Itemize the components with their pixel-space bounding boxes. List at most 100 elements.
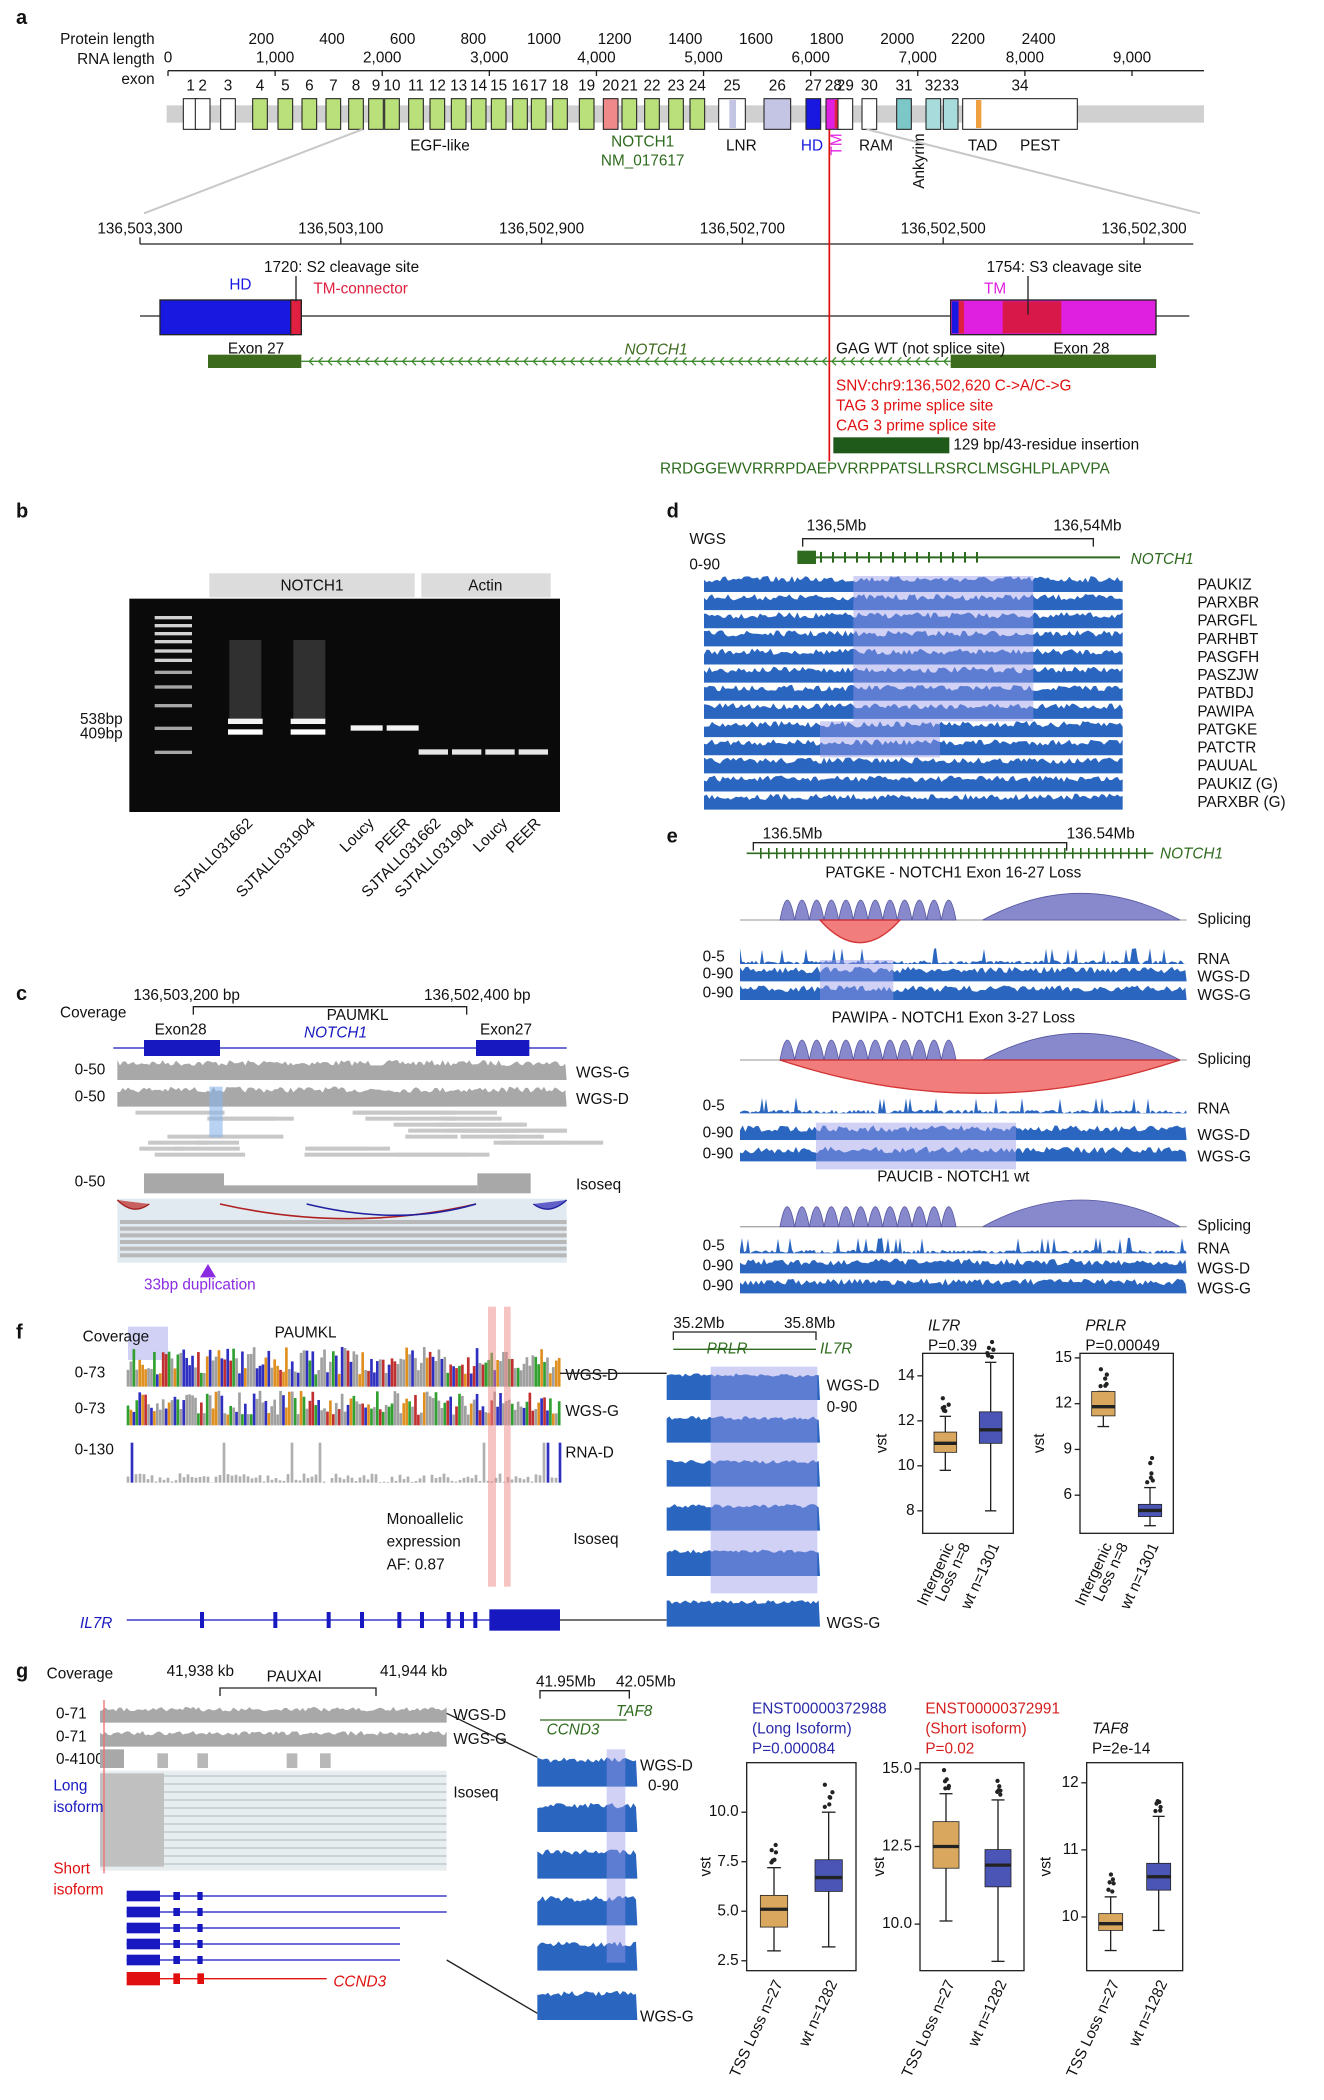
rna-tick-label: 4,000 bbox=[577, 50, 615, 67]
coverage-bar bbox=[323, 1349, 326, 1387]
coverage-bar bbox=[208, 1395, 212, 1426]
coverage-bar bbox=[538, 1475, 542, 1483]
splice-arc bbox=[911, 899, 928, 921]
coverage-bar bbox=[361, 1352, 364, 1387]
coverage-bar bbox=[290, 1442, 294, 1483]
exon28-tm bbox=[1002, 301, 1062, 334]
coverage-bar bbox=[258, 1390, 262, 1426]
chevron bbox=[504, 356, 510, 366]
track-name: RNA bbox=[1197, 951, 1230, 968]
coverage-bar bbox=[455, 1406, 458, 1426]
gene-exon bbox=[960, 848, 962, 859]
coverage-bar bbox=[443, 1356, 447, 1387]
gene-exon bbox=[1008, 848, 1010, 859]
isoseq-cov bbox=[144, 1173, 224, 1194]
annotation: SNV:chr9:136,502,620 C->A/C->G bbox=[836, 378, 1071, 395]
coverage-bar bbox=[226, 1348, 230, 1387]
y-tick-label: 12 bbox=[1062, 1774, 1079, 1791]
coverage-bar bbox=[129, 1409, 133, 1426]
coverage-bar bbox=[516, 1401, 520, 1426]
gene-exon bbox=[776, 848, 778, 859]
read bbox=[309, 1146, 368, 1151]
coverage-bar bbox=[438, 1477, 442, 1483]
sample-label: PARXBR bbox=[1197, 595, 1259, 612]
coverage-track bbox=[704, 793, 1123, 810]
coverage-bar bbox=[191, 1355, 194, 1387]
coverage-bar bbox=[229, 1360, 232, 1387]
exon-box bbox=[408, 98, 424, 130]
ladder-band bbox=[154, 649, 192, 653]
coverage-bar bbox=[340, 1393, 344, 1426]
coverage-bar bbox=[525, 1357, 529, 1387]
transcript-exon bbox=[197, 1892, 203, 1900]
outlier-dot bbox=[1104, 1381, 1109, 1387]
coverage-track bbox=[704, 757, 1123, 774]
coverage-bar bbox=[170, 1400, 174, 1426]
coverage-bar bbox=[293, 1398, 297, 1426]
plot-frame bbox=[922, 1352, 1014, 1534]
coverage-bar bbox=[158, 1477, 162, 1483]
isoform-label: Short bbox=[53, 1860, 90, 1877]
coverage-bar bbox=[182, 1477, 186, 1483]
annotation: GAG WT (not splice site) bbox=[836, 340, 1005, 357]
coverage-bar bbox=[387, 1406, 391, 1426]
gene-exon bbox=[848, 848, 850, 859]
coverage-bar bbox=[513, 1368, 517, 1387]
label: 136,502,400 bp bbox=[424, 987, 531, 1004]
coverage-bar bbox=[211, 1360, 215, 1387]
chevron bbox=[345, 356, 352, 366]
chevron bbox=[560, 356, 566, 366]
p-value: P=0.39 bbox=[928, 1338, 977, 1355]
header: Actin bbox=[468, 578, 502, 595]
outlier-dot bbox=[822, 1804, 827, 1809]
gene-exon bbox=[1088, 848, 1090, 859]
coverage-bar bbox=[557, 1357, 561, 1387]
exon-box bbox=[763, 98, 792, 130]
box bbox=[1098, 1913, 1124, 1931]
coverage-bar bbox=[381, 1411, 385, 1426]
exon27-track bbox=[208, 354, 302, 368]
gene-exon bbox=[844, 552, 846, 563]
splice-arc bbox=[808, 1206, 825, 1228]
coverage-bar bbox=[496, 1359, 499, 1387]
exon-box bbox=[942, 98, 959, 130]
track-name: Isoseq bbox=[573, 1531, 618, 1548]
coverage-bar bbox=[384, 1404, 388, 1426]
exon-number: 20 bbox=[602, 78, 619, 95]
outlier-dot bbox=[944, 1777, 949, 1782]
coverage-bar bbox=[349, 1398, 353, 1426]
gel-band bbox=[452, 749, 482, 755]
coverage-bar bbox=[537, 1364, 540, 1387]
exon-number: 26 bbox=[769, 78, 786, 95]
coverage-bar bbox=[179, 1408, 183, 1426]
gene-exon bbox=[420, 1612, 424, 1628]
coverage-bar bbox=[305, 1350, 309, 1387]
coverage-bar bbox=[170, 1481, 174, 1483]
genomic-tick-label: 136,502,500 bbox=[901, 220, 986, 237]
protein-tick-label: 400 bbox=[319, 31, 345, 48]
read bbox=[173, 1146, 240, 1151]
outlier-dot bbox=[1103, 1376, 1108, 1381]
chevron bbox=[355, 356, 361, 366]
coverage-track bbox=[740, 948, 1187, 964]
splice-arc bbox=[306, 1203, 477, 1217]
coverage-bar bbox=[173, 1368, 177, 1387]
coverage-bar bbox=[346, 1350, 350, 1387]
highlight bbox=[606, 1749, 626, 1963]
panel-label: a bbox=[16, 7, 28, 29]
smear bbox=[293, 640, 326, 720]
track-name: WGS-G bbox=[1197, 1280, 1251, 1297]
exon-number: 22 bbox=[643, 78, 660, 95]
coverage-bar bbox=[153, 1351, 156, 1387]
coverage-bar bbox=[481, 1364, 485, 1387]
coverage-bar bbox=[244, 1368, 247, 1387]
highlight bbox=[853, 576, 1034, 722]
coverage-bar bbox=[217, 1390, 221, 1426]
coverage-bar bbox=[146, 1479, 150, 1483]
exon-number: 14 bbox=[470, 78, 488, 95]
exon-box bbox=[805, 98, 822, 130]
gene-exon bbox=[1096, 848, 1098, 859]
y-axis-label: vst bbox=[871, 1856, 888, 1876]
outlier-dot bbox=[986, 1353, 991, 1358]
chevron bbox=[905, 356, 912, 366]
